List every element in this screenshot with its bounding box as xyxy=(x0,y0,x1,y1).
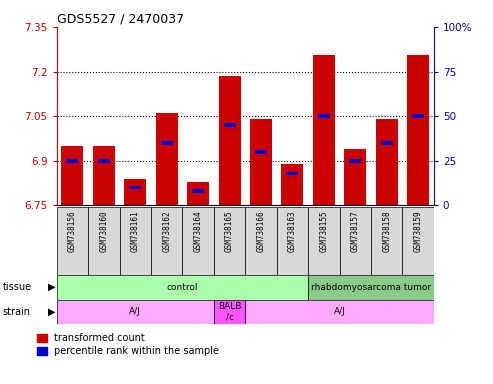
Text: GSM738158: GSM738158 xyxy=(382,210,391,252)
Bar xyxy=(349,159,361,162)
Text: GSM738162: GSM738162 xyxy=(162,210,171,252)
Bar xyxy=(402,207,434,275)
Bar xyxy=(245,207,277,275)
Bar xyxy=(313,55,335,205)
Bar xyxy=(182,207,214,275)
Bar xyxy=(277,207,308,275)
Bar xyxy=(250,119,272,205)
Text: GSM738165: GSM738165 xyxy=(225,210,234,252)
Text: GSM738155: GSM738155 xyxy=(319,210,328,252)
Bar xyxy=(187,182,209,205)
Bar xyxy=(62,146,83,205)
Bar xyxy=(129,186,141,189)
Text: GSM738164: GSM738164 xyxy=(194,210,203,252)
Bar xyxy=(371,207,402,275)
Bar xyxy=(308,207,340,275)
Text: BALB
/c: BALB /c xyxy=(218,302,241,322)
Text: control: control xyxy=(167,283,198,291)
Bar xyxy=(245,300,434,324)
Bar xyxy=(67,159,78,162)
Bar xyxy=(340,207,371,275)
Text: GSM738156: GSM738156 xyxy=(68,210,77,252)
Bar xyxy=(318,114,330,118)
Bar xyxy=(151,207,182,275)
Text: rhabdomyosarcoma tumor: rhabdomyosarcoma tumor xyxy=(311,283,431,291)
Bar xyxy=(119,207,151,275)
Bar xyxy=(218,76,241,205)
Legend: transformed count, percentile rank within the sample: transformed count, percentile rank withi… xyxy=(37,333,219,356)
Bar xyxy=(286,172,298,175)
Text: GDS5527 / 2470037: GDS5527 / 2470037 xyxy=(57,13,184,26)
Bar xyxy=(282,164,303,205)
Bar xyxy=(223,123,236,127)
Bar xyxy=(192,189,204,193)
Text: GSM738160: GSM738160 xyxy=(99,210,108,252)
Text: tissue: tissue xyxy=(2,282,32,292)
Text: GSM738157: GSM738157 xyxy=(351,210,360,252)
Bar xyxy=(308,275,434,300)
Bar xyxy=(344,149,366,205)
Bar xyxy=(57,207,88,275)
Bar xyxy=(381,141,393,145)
Bar xyxy=(255,150,267,154)
Bar xyxy=(214,207,246,275)
Bar xyxy=(412,114,424,118)
Bar xyxy=(124,179,146,205)
Bar xyxy=(407,55,429,205)
Bar xyxy=(57,275,308,300)
Text: A/J: A/J xyxy=(334,308,346,316)
Bar xyxy=(93,146,115,205)
Bar xyxy=(214,300,246,324)
Text: GSM738166: GSM738166 xyxy=(256,210,266,252)
Bar xyxy=(57,300,214,324)
Bar xyxy=(161,141,173,145)
Text: strain: strain xyxy=(2,307,31,317)
Bar xyxy=(156,113,177,205)
Text: GSM738159: GSM738159 xyxy=(414,210,423,252)
Text: ▶: ▶ xyxy=(48,307,56,317)
Text: A/J: A/J xyxy=(129,308,141,316)
Text: GSM738163: GSM738163 xyxy=(288,210,297,252)
Bar xyxy=(376,119,398,205)
Bar xyxy=(98,159,110,162)
Bar xyxy=(88,207,119,275)
Text: ▶: ▶ xyxy=(48,282,56,292)
Text: GSM738161: GSM738161 xyxy=(131,210,140,252)
